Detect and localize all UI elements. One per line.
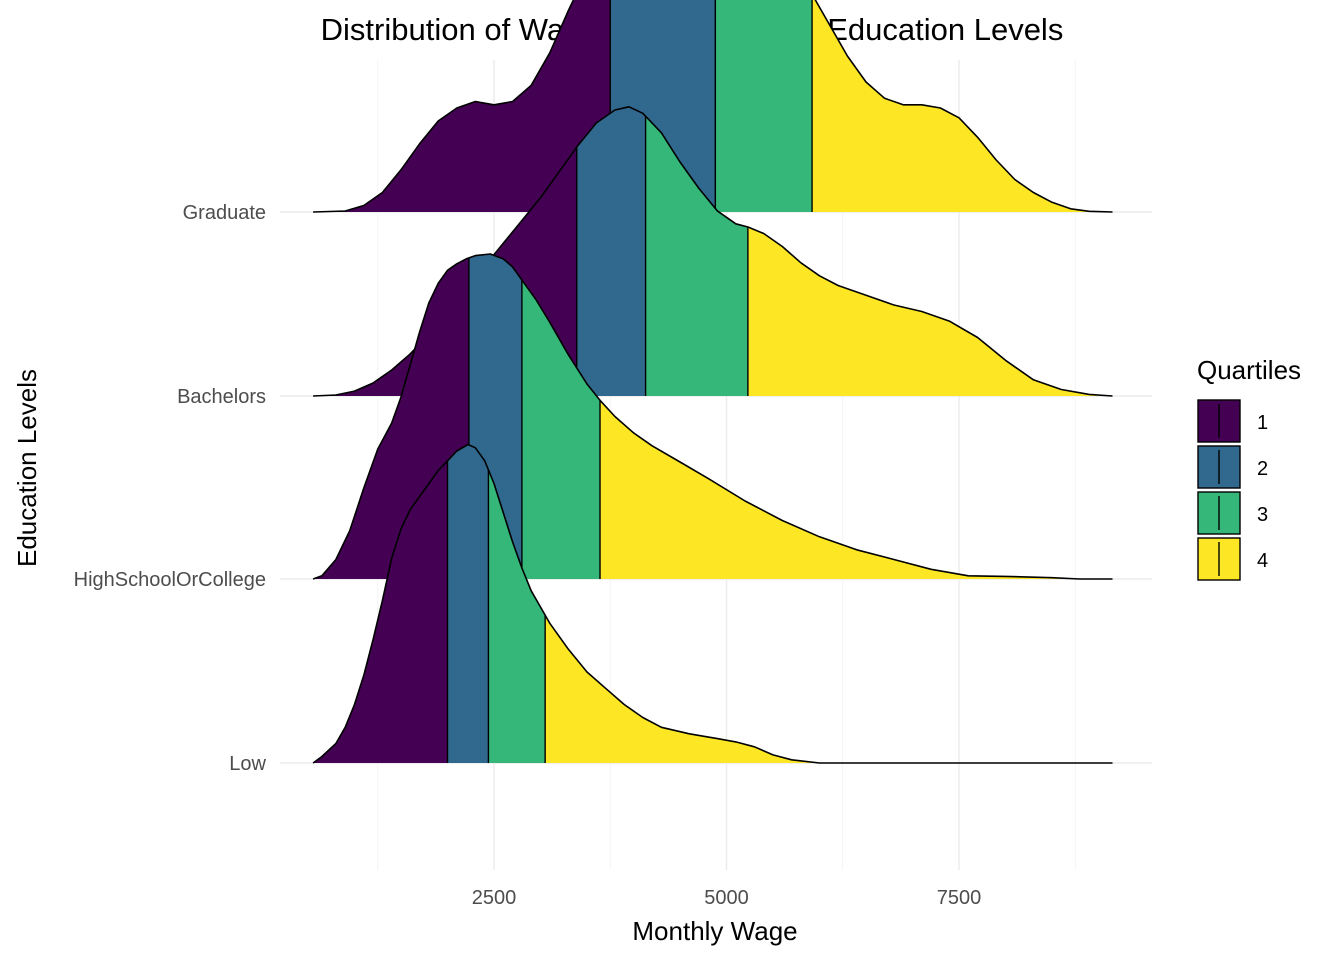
density-outline	[313, 0, 1113, 213]
x-axis-title: Monthly Wage	[632, 916, 797, 946]
y-tick-label: HighSchoolOrCollege	[74, 569, 266, 591]
quartile-1-area	[313, 0, 611, 212]
quartile-3-area	[488, 469, 546, 763]
quartile-2-area	[576, 106, 646, 397]
legend-title: Quartiles	[1197, 355, 1301, 385]
quartile-4-area	[747, 227, 1113, 396]
legend-key-4: 4	[1197, 537, 1268, 581]
legend-key-2: 2	[1197, 445, 1268, 489]
y-tick-label: Graduate	[183, 202, 266, 224]
ridge-Low	[312, 443, 1113, 764]
legend-key-3: 3	[1197, 491, 1268, 535]
quartile-3-area	[521, 280, 600, 579]
x-tick-label: 5000	[704, 887, 749, 909]
x-tick-label: 2500	[472, 887, 517, 909]
legend-label: 3	[1257, 504, 1268, 526]
density-ridges	[312, 0, 1113, 764]
quartile-4-area	[545, 615, 1113, 763]
quartile-4-area	[812, 0, 1113, 212]
density-outline	[312, 253, 1113, 580]
quartile-3-area	[715, 0, 813, 212]
quartile-3-area	[645, 116, 748, 396]
y-axis-tick-labels: Low HighSchoolOrCollege Bachelors Graduate	[74, 202, 267, 775]
legend-key-1: 1	[1197, 399, 1268, 443]
x-axis-tick-labels: 2500 5000 7500	[472, 887, 982, 909]
x-tick-label: 7500	[937, 887, 982, 909]
legend-keys: 1 2 3 4	[1197, 399, 1268, 581]
legend-label: 4	[1257, 550, 1268, 572]
y-axis-title: Education Levels	[12, 369, 42, 567]
y-tick-label: Low	[229, 753, 266, 775]
quartile-2-area	[447, 444, 489, 763]
legend-label: 1	[1257, 412, 1268, 434]
legend-label: 2	[1257, 458, 1268, 480]
y-tick-label: Bachelors	[177, 386, 266, 408]
quartile-4-area	[600, 400, 1113, 579]
density-outline	[312, 443, 1113, 764]
legend: Quartiles 1 2 3 4	[1197, 355, 1301, 581]
